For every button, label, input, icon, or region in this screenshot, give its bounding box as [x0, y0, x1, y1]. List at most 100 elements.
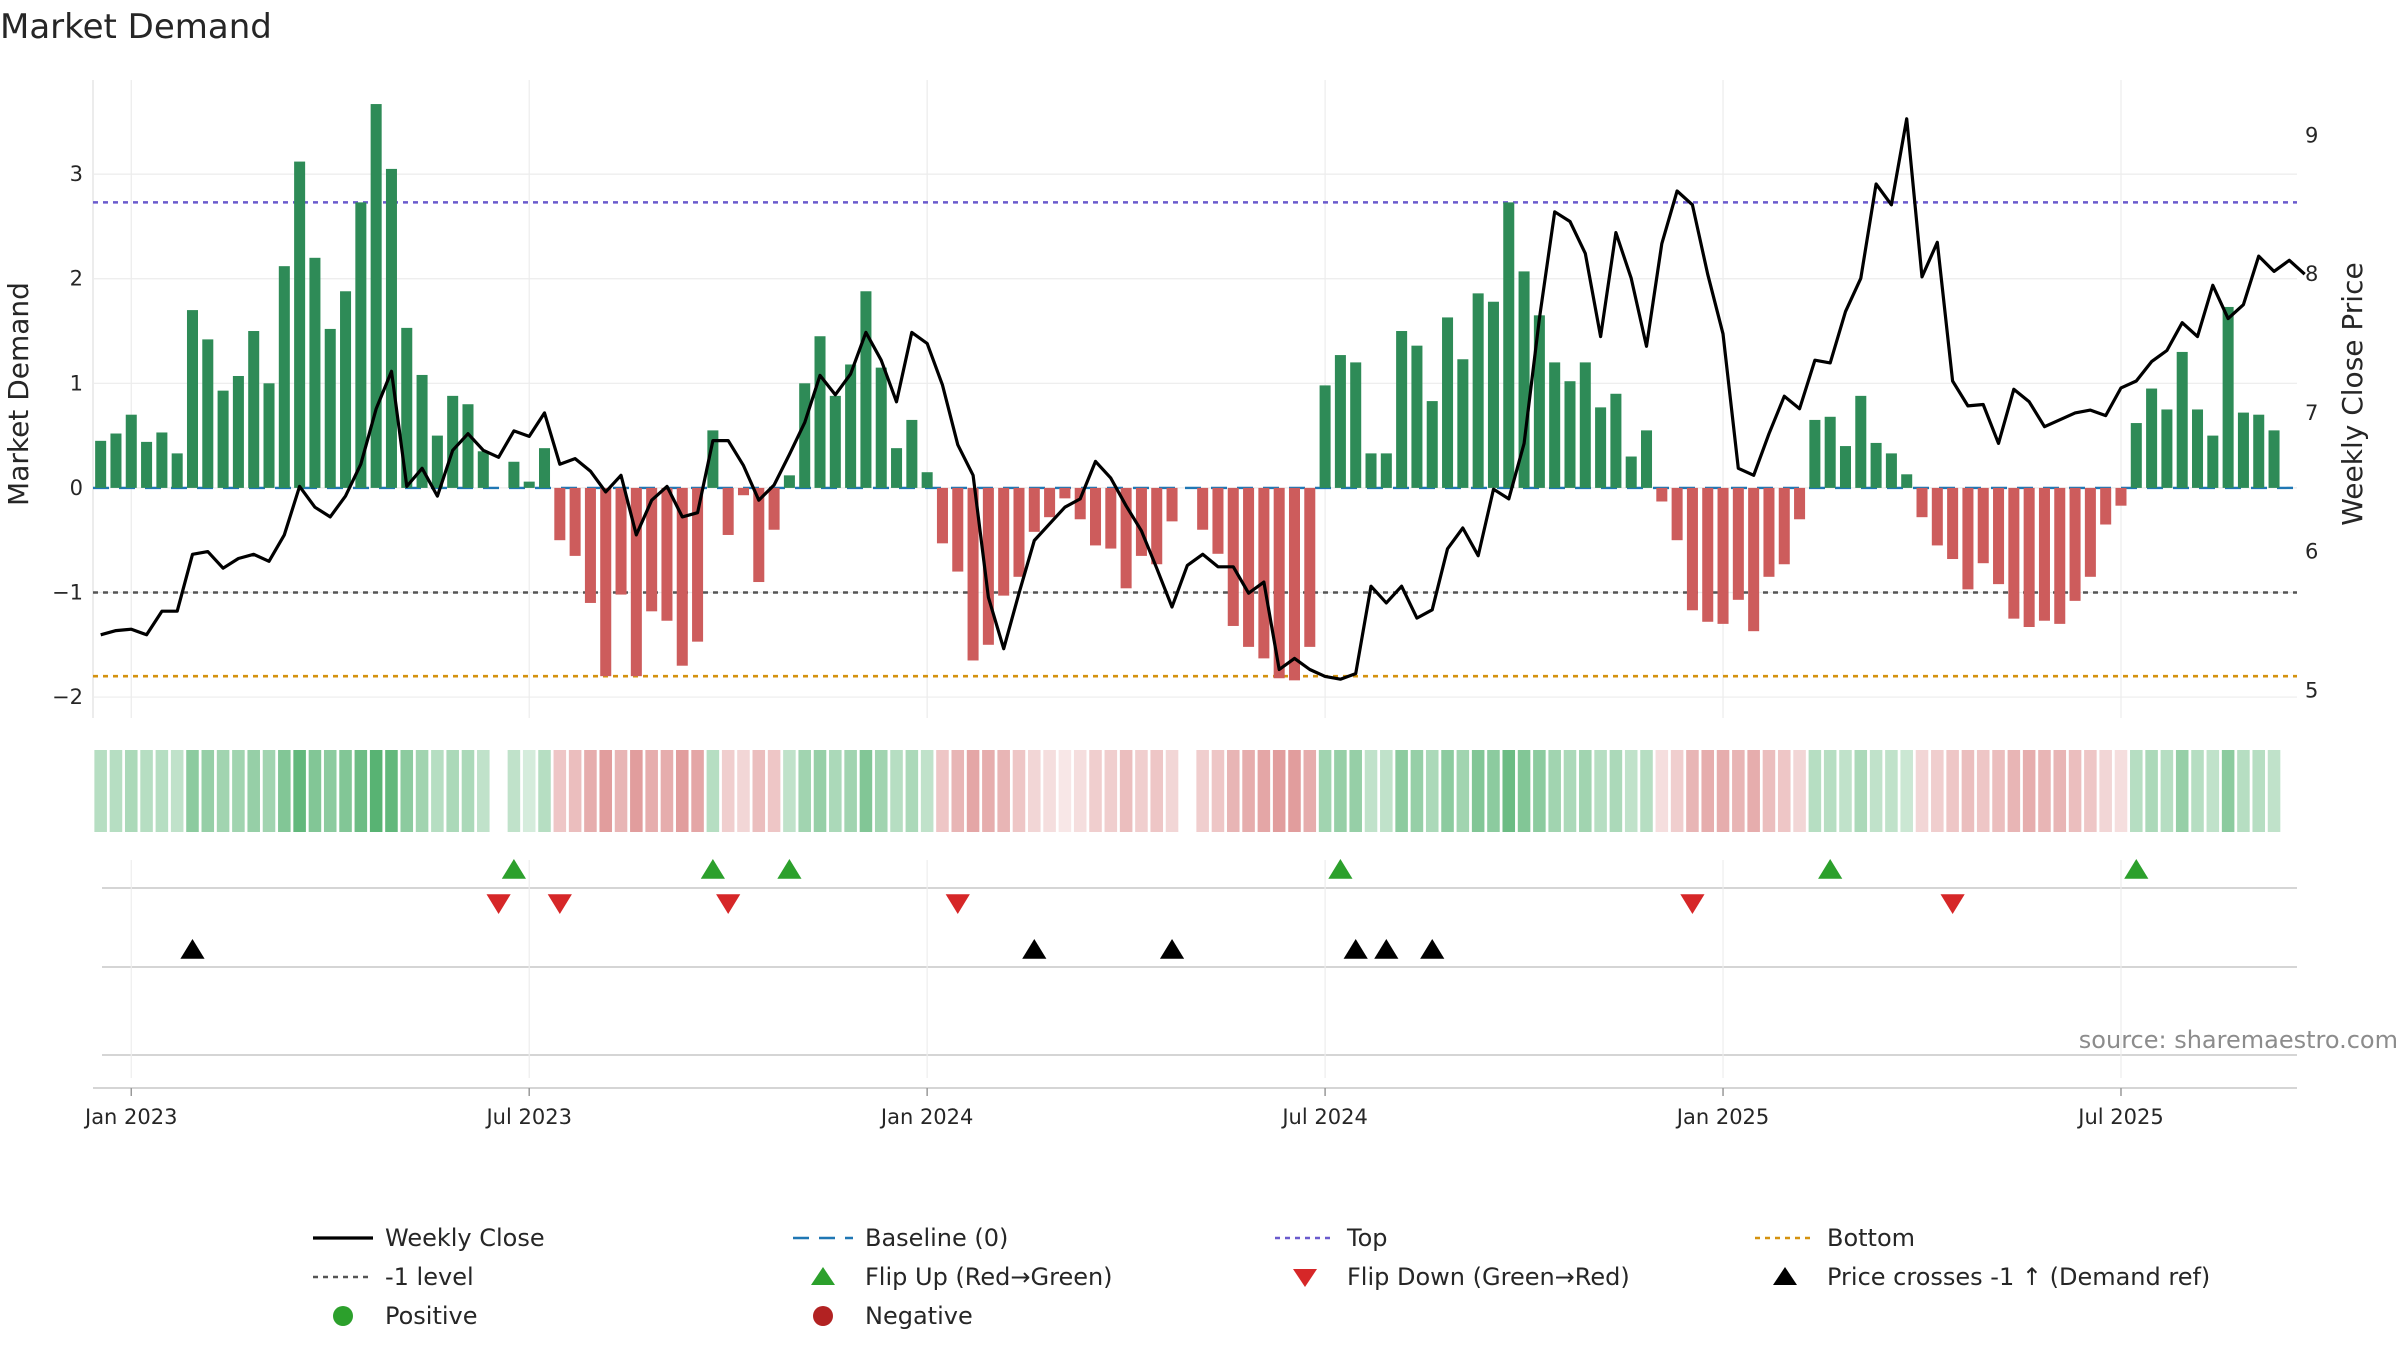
heat-strip-cell	[1885, 750, 1898, 832]
heat-strip-cell	[951, 750, 965, 832]
heat-strip-cell	[1425, 750, 1439, 832]
heat-strip-cell	[966, 750, 980, 832]
right-tick-label: 5	[2305, 678, 2318, 702]
heat-strip-cell	[920, 750, 934, 832]
heat-strip-cell	[1517, 750, 1531, 832]
right-tick-label: 7	[2305, 401, 2318, 425]
heat-strip-cell	[1242, 750, 1255, 832]
heat-strip-cell	[1334, 750, 1347, 832]
heat-strip-cell	[721, 750, 735, 832]
heat-strip-cell	[905, 750, 919, 832]
demand-bar-positive	[2222, 306, 2234, 488]
demand-bar-positive	[1396, 331, 1408, 488]
heat-strip-cell	[1456, 750, 1470, 832]
demand-bar-positive	[278, 266, 290, 488]
heat-strip-cell	[1288, 750, 1301, 832]
heat-strip-cell	[415, 750, 429, 832]
demand-bar-positive	[921, 472, 933, 488]
heat-strip-cell	[645, 750, 658, 832]
demand-bar-negative	[1748, 487, 1760, 632]
legend-label-bottom: Bottom	[1827, 1224, 1915, 1252]
chart-title: Market Demand	[0, 7, 272, 47]
demand-bar-negative	[1227, 487, 1239, 626]
flip-up-marker	[2124, 859, 2149, 879]
heat-strip-cell	[1976, 750, 1990, 832]
demand-bar-positive	[2253, 414, 2265, 488]
heat-strip-cell	[94, 750, 107, 832]
heat-strip-cell	[1303, 750, 1317, 832]
heat-strip-cell	[553, 750, 567, 832]
demand-bar-positive	[309, 257, 321, 488]
heat-strip-cell	[1211, 750, 1225, 832]
heat-strip-cell	[798, 750, 811, 832]
signal-rows	[93, 859, 2297, 1089]
heat-strip-cell	[1609, 750, 1623, 832]
heat-strip-cell	[431, 750, 444, 832]
demand-bar-positive	[324, 328, 336, 488]
flip-down-marker	[1680, 894, 1705, 914]
heat-strip-cell	[1226, 750, 1240, 832]
legend-swatch-positive	[333, 1306, 353, 1326]
heat-strip-cell	[369, 750, 383, 832]
legend-label-close: Weekly Close	[385, 1224, 545, 1252]
demand-bar-positive	[248, 331, 260, 488]
flip-up-marker	[501, 859, 527, 879]
heat-strip-cell	[675, 750, 689, 832]
demand-bar-positive	[1472, 293, 1484, 488]
demand-bar-negative	[615, 487, 627, 595]
demand-bar-positive	[814, 336, 826, 488]
heat-strip-cell	[1624, 750, 1638, 832]
demand-bar-negative	[1794, 487, 1806, 520]
legend-item-flipdown: Flip Down (Green→Red)	[1293, 1263, 1630, 1291]
flip-up-marker	[700, 859, 725, 879]
heat-strip-cell	[1502, 750, 1516, 832]
x-tick-label: Jul 2023	[484, 1105, 571, 1129]
heat-strip-cell	[1915, 750, 1929, 832]
demand-bar-positive	[1579, 362, 1591, 488]
demand-bar-positive	[462, 404, 474, 488]
heat-strip-cell	[2175, 750, 2189, 832]
demand-bar-positive	[1334, 355, 1346, 488]
demand-bar-positive	[845, 364, 857, 488]
x-tick-label: Jan 2023	[83, 1105, 178, 1129]
legend-label-minus1: -1 level	[385, 1263, 474, 1291]
heat-strip-cell	[507, 750, 521, 832]
demand-bar-positive	[477, 451, 489, 488]
legend-item-bottom: Bottom	[1755, 1224, 1915, 1252]
flip-down-marker	[945, 894, 970, 914]
heat-strip-cell	[140, 750, 153, 832]
heat-strip-cell	[874, 750, 888, 832]
demand-bar-positive	[906, 419, 918, 488]
heat-strip-cell	[400, 750, 414, 832]
heat-strip-cell	[1823, 750, 1837, 832]
demand-bar-positive	[385, 168, 397, 488]
demand-bar-negative	[1717, 487, 1729, 624]
legend-swatch-flipdown	[1293, 1269, 1317, 1287]
heat-strip-cell	[2068, 750, 2082, 832]
demand-bar-negative	[967, 487, 979, 661]
demand-bar-negative	[768, 487, 780, 530]
legend-item-flipup: Flip Up (Red→Green)	[811, 1263, 1113, 1291]
price-cross-marker	[1159, 939, 1185, 959]
demand-bar-positive	[539, 448, 551, 488]
demand-bar-positive	[1595, 407, 1607, 488]
heat-strip-cell	[2022, 750, 2036, 832]
heat-strip-cell	[1762, 750, 1776, 832]
legend-item-negative: Negative	[813, 1302, 973, 1330]
legend-item-positive: Positive	[333, 1302, 478, 1330]
heat-strip-cell	[278, 750, 291, 832]
x-axis-ticks: Jan 2023 Jul 2023 Jan 2024 Jul 2024 Jan 2025…	[83, 1088, 2164, 1129]
price-cross-marker	[1343, 939, 1368, 959]
heat-strip-cell	[1686, 750, 1699, 832]
demand-bar-positive	[1641, 430, 1653, 488]
demand-bar-positive	[171, 453, 183, 488]
heat-strip-cell	[1012, 750, 1026, 832]
demand-bar-negative	[982, 487, 994, 645]
heat-strip-cell	[2206, 750, 2220, 832]
heat-strip-cell	[737, 750, 750, 832]
demand-bar-negative	[1258, 487, 1270, 659]
left-axis-label: Market Demand	[2, 282, 35, 506]
heat-strip-cell	[1701, 750, 1715, 832]
demand-bar-negative	[1059, 487, 1071, 499]
